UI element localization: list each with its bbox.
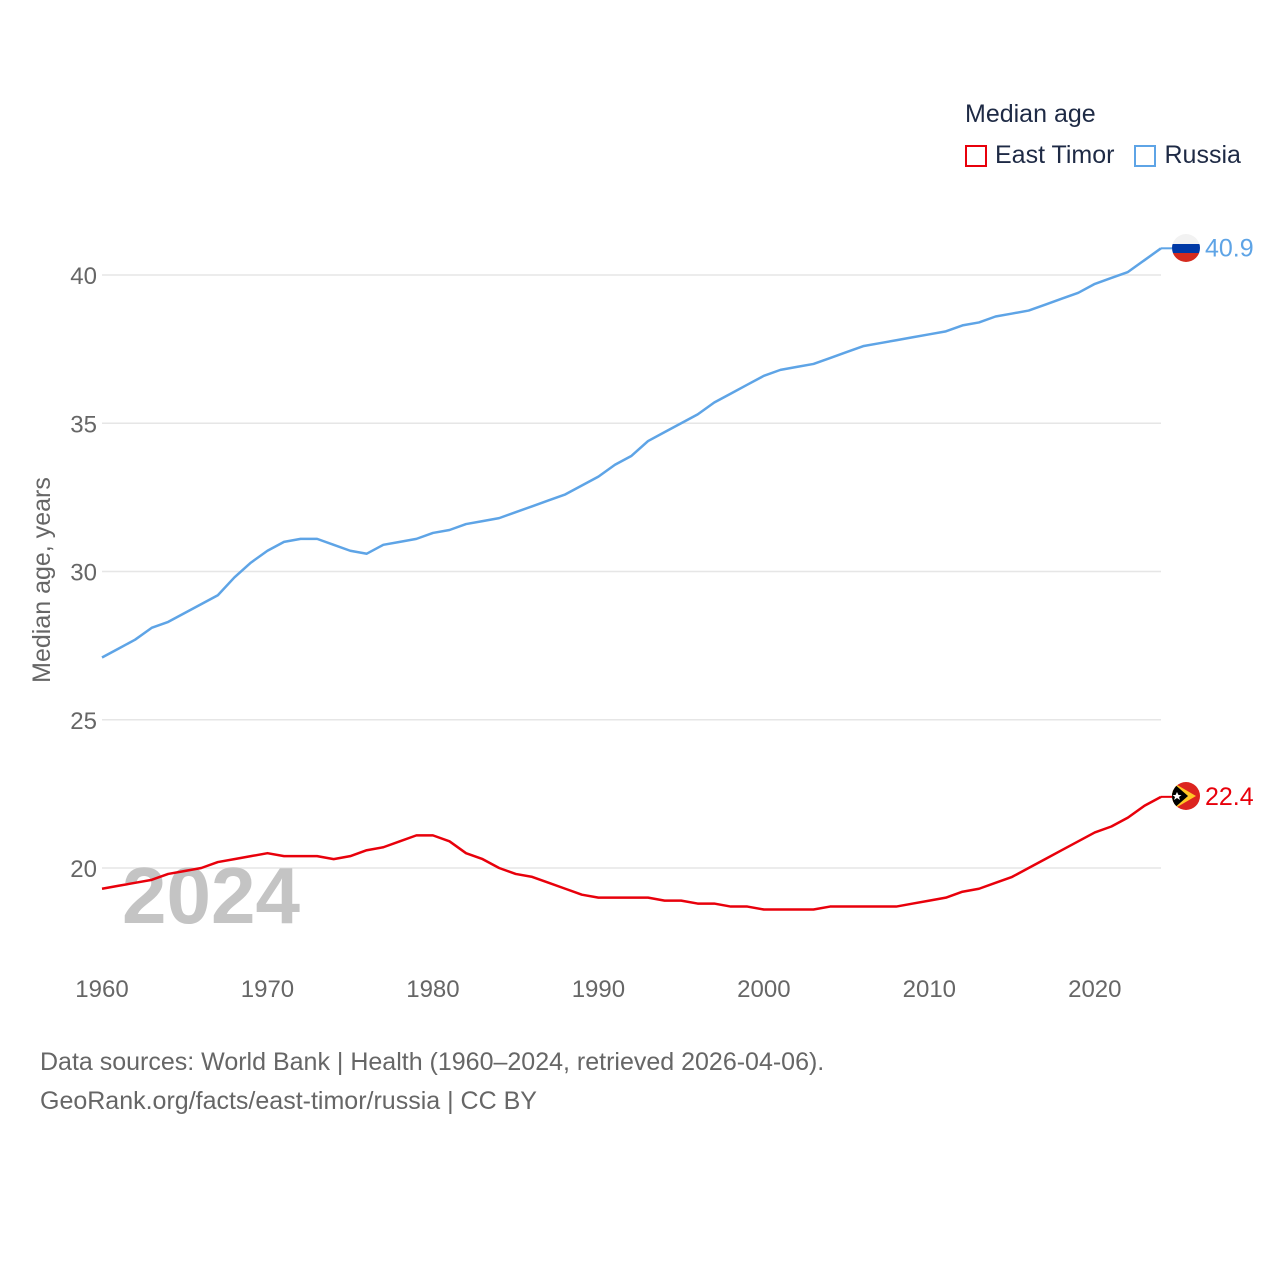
east-timor-flag-icon — [1172, 782, 1200, 810]
legend: Median age East Timor Russia — [965, 100, 1261, 170]
year-watermark: 2024 — [122, 851, 300, 940]
legend-item-russia[interactable]: Russia — [1134, 141, 1241, 170]
end-value-label-east-timor: 22.4 — [1205, 783, 1254, 811]
legend-swatch-russia — [1134, 144, 1157, 167]
y-tick-label: 40 — [70, 263, 97, 290]
legend-item-east-timor[interactable]: East Timor — [965, 141, 1114, 170]
end-value-labels: 22.4 40.9 — [1205, 234, 1254, 811]
y-tick-label: 20 — [70, 856, 97, 883]
gridlines — [102, 274, 1161, 869]
russia-flag-icon — [1172, 234, 1200, 262]
y-tick-label: 35 — [70, 411, 97, 438]
x-tick-label: 2000 — [737, 976, 790, 1003]
series-lines — [101, 247, 1172, 911]
footer: Data sources: World Bank | Health (1960–… — [40, 1043, 824, 1121]
y-axis-label: Median age, years — [28, 477, 56, 683]
x-tick-label: 1990 — [572, 976, 625, 1003]
y-axis-ticks: 20 25 30 35 40 — [70, 263, 97, 883]
series-line-russia[interactable] — [101, 247, 1162, 659]
y-tick-label: 30 — [70, 560, 97, 587]
end-value-label-russia: 40.9 — [1205, 234, 1254, 262]
source-url-text[interactable]: GeoRank.org/facts/east-timor/russia | CC… — [40, 1087, 537, 1115]
series-line-east-timor[interactable] — [101, 795, 1162, 911]
x-axis-ticks: 1960 1970 1980 1990 2000 2010 2020 — [75, 976, 1121, 1003]
y-tick-label: 25 — [70, 708, 97, 735]
x-tick-label: 1970 — [241, 976, 294, 1003]
x-tick-label: 2020 — [1068, 976, 1121, 1003]
legend-title: Median age — [965, 100, 1096, 128]
legend-label-russia: Russia — [1164, 141, 1241, 169]
x-tick-label: 1980 — [406, 976, 459, 1003]
data-sources-text: Data sources: World Bank | Health (1960–… — [40, 1048, 825, 1076]
legend-label-east-timor: East Timor — [995, 141, 1115, 169]
x-tick-label: 1960 — [75, 976, 128, 1003]
legend-swatch-east-timor — [965, 144, 987, 167]
x-tick-label: 2010 — [903, 976, 956, 1003]
